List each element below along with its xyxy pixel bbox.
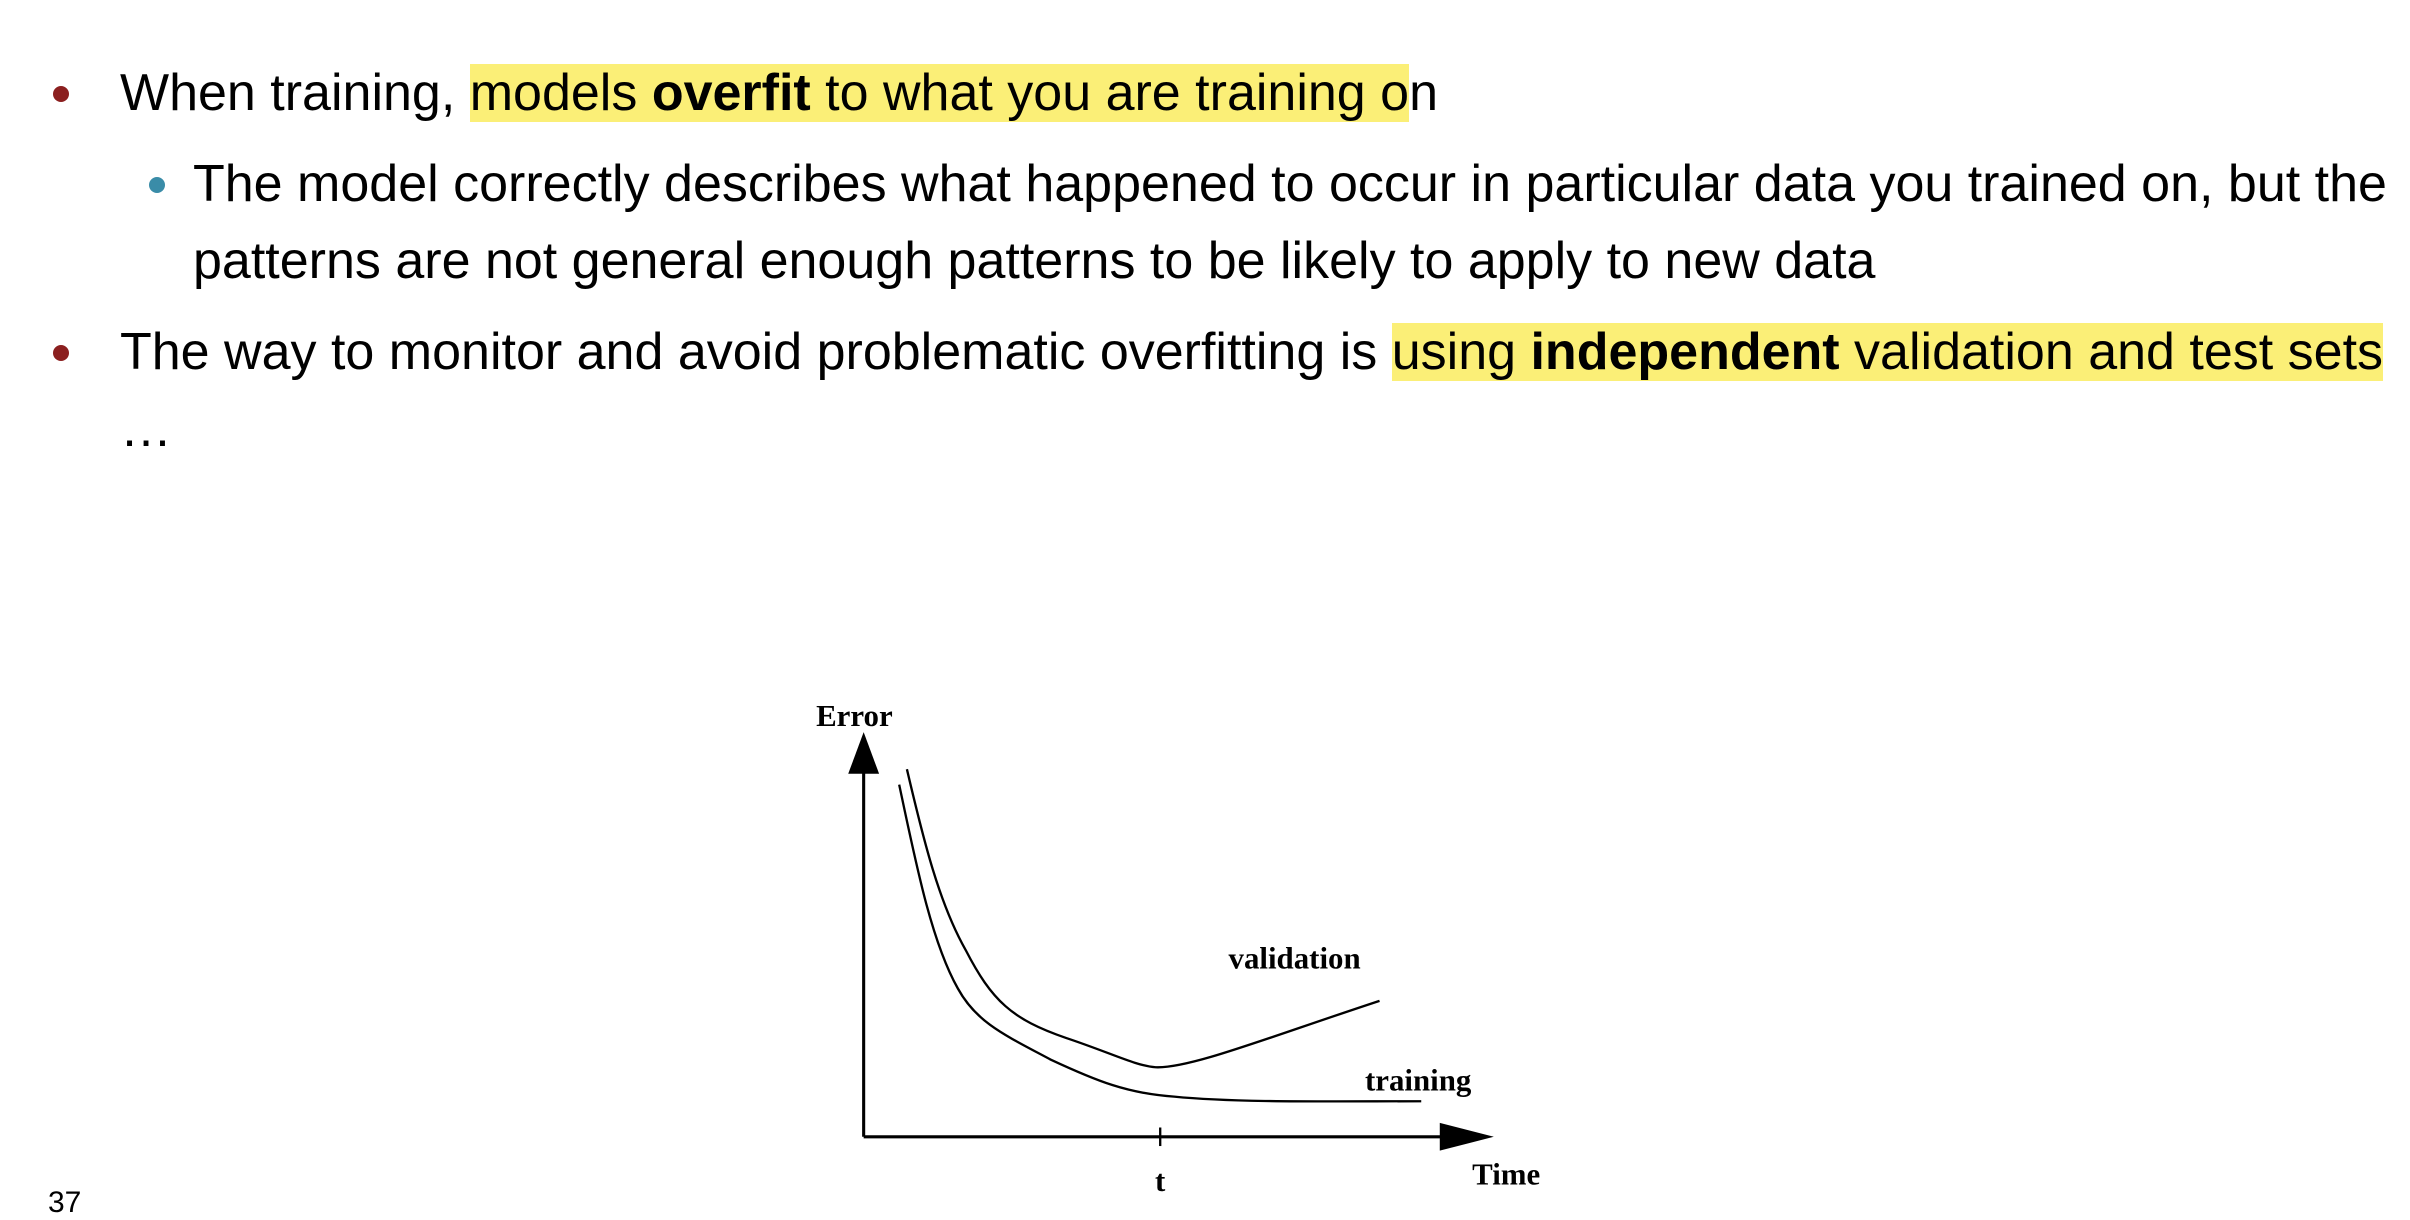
bullet-dot — [53, 86, 69, 102]
text-run: n — [1409, 64, 1439, 122]
text-run: The model correctly describes what happe… — [193, 155, 2387, 290]
text-run: overfit — [651, 64, 811, 122]
sub-bullet: The model correctly describes what happe… — [149, 146, 2405, 300]
text-run: … — [120, 400, 172, 458]
text-run: validation and test sets — [1839, 323, 2384, 381]
y-axis-arrow — [848, 732, 880, 774]
page-number: 37 — [48, 1186, 82, 1219]
validation-curve — [905, 768, 1380, 1069]
bullet: The way to monitor and avoid problematic… — [53, 314, 2390, 468]
training-curve — [898, 784, 1422, 1103]
x-axis-arrow — [1439, 1122, 1494, 1151]
bullet-list: When training, models overfit to what yo… — [0, 55, 2410, 482]
bullet: When training, models overfit to what yo… — [53, 55, 2390, 132]
text-run: using — [1391, 323, 1531, 381]
text-run: When training, — [120, 64, 470, 122]
x-axis-label: Time — [1472, 1157, 1540, 1192]
bullet-dot — [149, 177, 165, 193]
curve-label: validation — [1229, 940, 1361, 975]
bullet-dot — [53, 345, 69, 361]
text-run: independent — [1530, 323, 1840, 381]
text-run: to what you are training o — [810, 64, 1410, 122]
text-run: models — [469, 64, 652, 122]
text-run: The way to monitor and avoid problematic… — [120, 323, 1392, 381]
tick-label: t — [1155, 1163, 1166, 1198]
curve-label: training — [1365, 1062, 1472, 1097]
y-axis-label: Error — [816, 698, 893, 733]
